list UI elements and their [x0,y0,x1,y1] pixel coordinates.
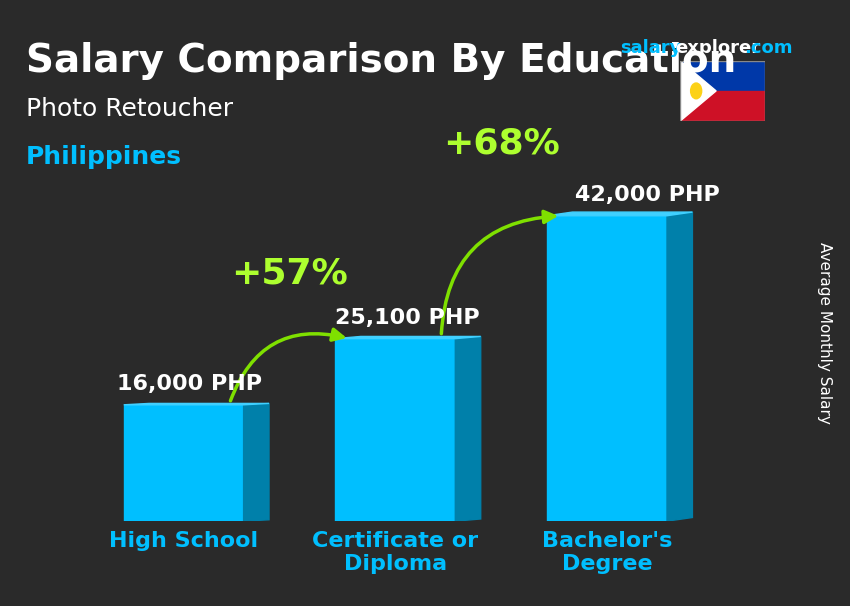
Text: .com: .com [744,39,792,58]
Text: Average Monthly Salary: Average Monthly Salary [817,242,832,424]
Text: explorer: explorer [676,39,761,58]
Polygon shape [336,339,456,521]
Polygon shape [123,404,269,405]
Polygon shape [547,216,667,521]
Text: 16,000 PHP: 16,000 PHP [116,374,262,394]
Polygon shape [680,61,716,121]
Polygon shape [456,336,481,521]
Text: +68%: +68% [443,126,559,160]
Text: 42,000 PHP: 42,000 PHP [575,185,720,205]
Text: salary: salary [620,39,682,58]
Text: Photo Retoucher: Photo Retoucher [26,97,233,121]
Bar [680,91,765,121]
Polygon shape [123,405,244,521]
Text: +57%: +57% [231,256,348,290]
Text: Philippines: Philippines [26,145,182,170]
Circle shape [690,83,701,99]
Polygon shape [547,212,693,216]
Polygon shape [667,212,693,521]
Polygon shape [336,336,481,339]
Text: Salary Comparison By Education: Salary Comparison By Education [26,42,736,81]
Polygon shape [244,404,269,521]
Bar [680,61,765,91]
Text: 25,100 PHP: 25,100 PHP [336,308,480,328]
